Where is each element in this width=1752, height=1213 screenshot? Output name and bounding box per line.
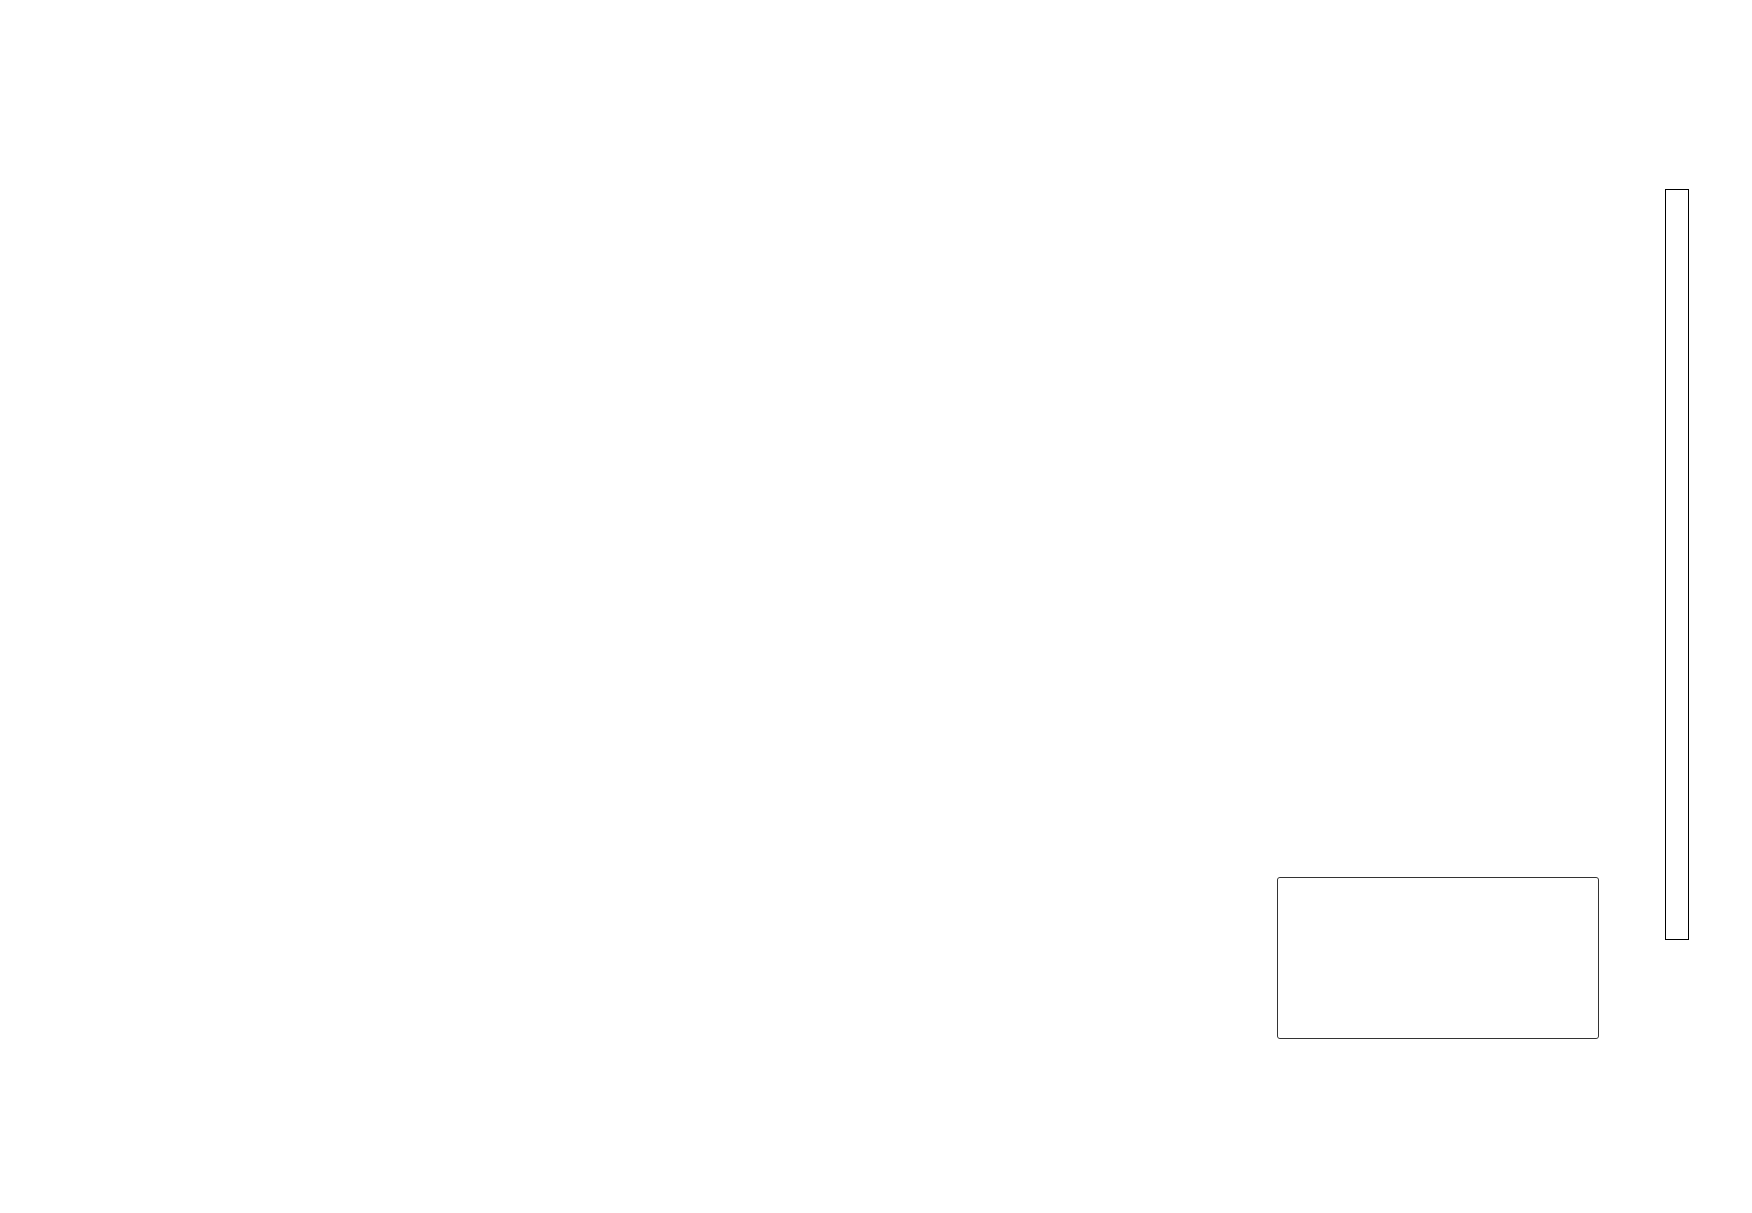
- colorbar: [1665, 189, 1689, 940]
- map-legend: [1277, 877, 1599, 1039]
